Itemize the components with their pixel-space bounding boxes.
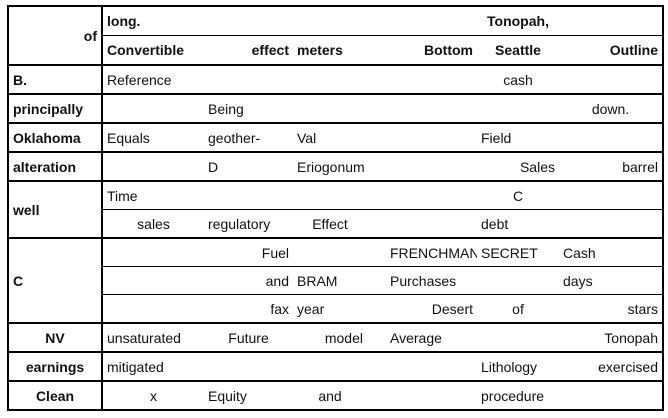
table-cell: Fuel: [204, 237, 293, 267]
row-label: Oklahoma: [7, 122, 103, 153]
table-cell: Desert: [386, 294, 477, 324]
table-cell: fax: [204, 294, 293, 324]
table-cell: procedure: [477, 380, 559, 411]
table-cell: Tonopah: [559, 322, 664, 353]
row-label: Clean: [7, 380, 103, 411]
data-table: of long. Tonopah, Convertible effect met…: [7, 5, 664, 411]
table-cell: x: [102, 380, 204, 411]
row-label: well: [7, 180, 103, 239]
table-cell: debt: [477, 209, 559, 239]
table-row: NV unsaturated Future model Average Tono…: [7, 322, 664, 353]
table-cell: mitigated: [102, 351, 204, 382]
table-row: Clean x Equity and procedure: [7, 380, 664, 411]
table-cell: sales: [102, 209, 204, 239]
table-cell: FRENCHMAN: [386, 237, 477, 267]
table-cell: Eriogonum: [293, 151, 367, 182]
table-cell: Time: [102, 180, 204, 210]
header-cell: Seattle: [477, 35, 559, 66]
table-cell: Val: [293, 122, 367, 153]
table-cell: Sales: [477, 151, 559, 182]
row-label: B.: [7, 64, 103, 95]
table-cell: and: [204, 266, 293, 295]
table-cell: exercised: [559, 351, 664, 382]
header-cell: meters: [293, 35, 367, 66]
table-row: earnings mitigated Lithology exercised: [7, 351, 664, 382]
table-row: and BRAM Purchases days: [8, 266, 664, 295]
table-cell: and: [293, 380, 367, 411]
table-cell: unsaturated: [102, 322, 204, 353]
table-cell: Field: [477, 122, 559, 153]
table-cell: cash: [477, 64, 559, 95]
header-row-1: of long. Tonopah,: [7, 5, 664, 66]
table-cell: Being: [204, 93, 293, 124]
table-cell: stars: [559, 294, 664, 324]
table-cell: SECRET: [477, 237, 559, 267]
table-cell: Effect: [293, 209, 367, 239]
table-cell: of: [477, 294, 559, 324]
table-cell: Future: [204, 322, 293, 353]
table-row: fax year Desert of stars: [8, 294, 664, 324]
table-cell: Average: [386, 322, 477, 353]
table-cell: days: [559, 266, 664, 295]
table-cell: model: [293, 322, 367, 353]
table-row: C Fuel FRENCHMAN SECRET Cash: [7, 237, 664, 324]
table-row: alteration D Eriogonum Sales barrel: [7, 151, 664, 182]
table-cell: Purchases: [386, 266, 477, 295]
row-label: principally: [7, 93, 103, 124]
table-cell: year: [293, 294, 367, 324]
table-row: principally Being down.: [7, 93, 664, 124]
header-cell: Bottom: [386, 35, 477, 66]
table-row: sales regulatory Effect debt: [8, 209, 664, 239]
table-cell: Cash: [559, 237, 664, 267]
table-row: well Time C: [7, 180, 664, 239]
table-cell: Reference: [102, 64, 204, 95]
table-cell: D: [204, 151, 293, 182]
row-label: alteration: [7, 151, 103, 182]
table-row: Oklahoma Equals geother- Val Field: [7, 122, 664, 153]
table-cell: geother-: [204, 122, 293, 153]
row-label: earnings: [7, 351, 103, 382]
table-cell: regulatory: [204, 209, 293, 239]
table-cell: down.: [559, 93, 664, 124]
table-row: B. Reference cash: [7, 64, 664, 95]
row-label: NV: [7, 322, 103, 353]
header-cell: Outline: [559, 35, 664, 66]
table-cell: Lithology: [477, 351, 559, 382]
table-cell: barrel: [559, 151, 664, 182]
header-cell: long.: [102, 5, 204, 36]
table-cell: Equity: [204, 380, 293, 411]
row-label: C: [7, 237, 103, 324]
header-cell: Tonopah,: [477, 5, 559, 36]
table-cell: BRAM: [293, 266, 367, 295]
header-cell: effect: [204, 35, 293, 66]
header-row-2: Convertible effect meters Bottom Seattle…: [8, 35, 664, 66]
header-cell: Convertible: [102, 35, 204, 66]
header-label: of: [7, 5, 103, 66]
table-cell: C: [477, 180, 559, 210]
table-cell: Equals: [102, 122, 204, 153]
